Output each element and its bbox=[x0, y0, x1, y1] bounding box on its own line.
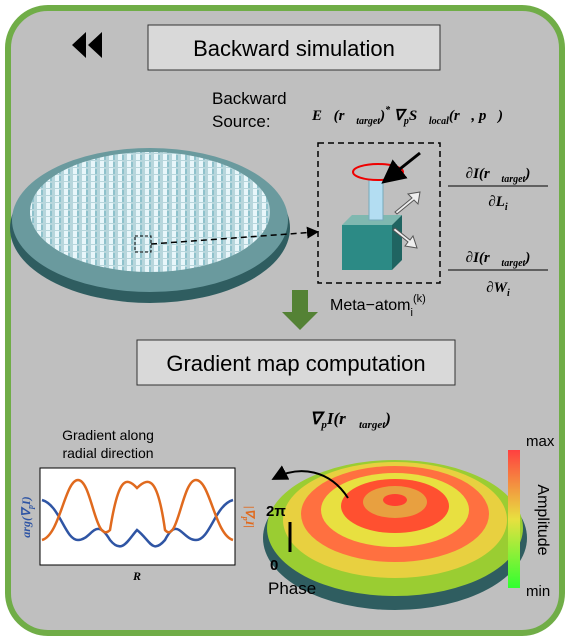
colorbar-label: Amplitude bbox=[534, 484, 551, 555]
y-left-label: arg(∇pI) bbox=[19, 496, 35, 537]
page: Backward simulation Backward Source: E⃗(… bbox=[0, 0, 570, 641]
source-label: Source: bbox=[212, 112, 271, 131]
plot-frame bbox=[40, 468, 235, 565]
x-label: R bbox=[132, 569, 141, 583]
plot-title: Gradient along bbox=[62, 427, 154, 443]
phase-bottom: 0 bbox=[270, 557, 278, 574]
phase-top: 2π bbox=[266, 503, 286, 520]
gradient-title: Gradient map computation bbox=[166, 351, 425, 376]
colorbar-min: min bbox=[526, 583, 550, 600]
substrate bbox=[342, 225, 392, 270]
pillar bbox=[369, 180, 383, 220]
plot-title: radial direction bbox=[62, 445, 153, 461]
colorbar bbox=[508, 450, 520, 588]
metasurface-pillars bbox=[30, 152, 270, 272]
title: Backward simulation bbox=[193, 36, 395, 61]
diagram: Backward simulation Backward Source: E⃗(… bbox=[0, 0, 570, 641]
gradient-ring bbox=[383, 494, 407, 506]
phase-label: Phase bbox=[268, 579, 316, 598]
colorbar-max: max bbox=[526, 433, 555, 450]
source-label: Backward bbox=[212, 89, 287, 108]
